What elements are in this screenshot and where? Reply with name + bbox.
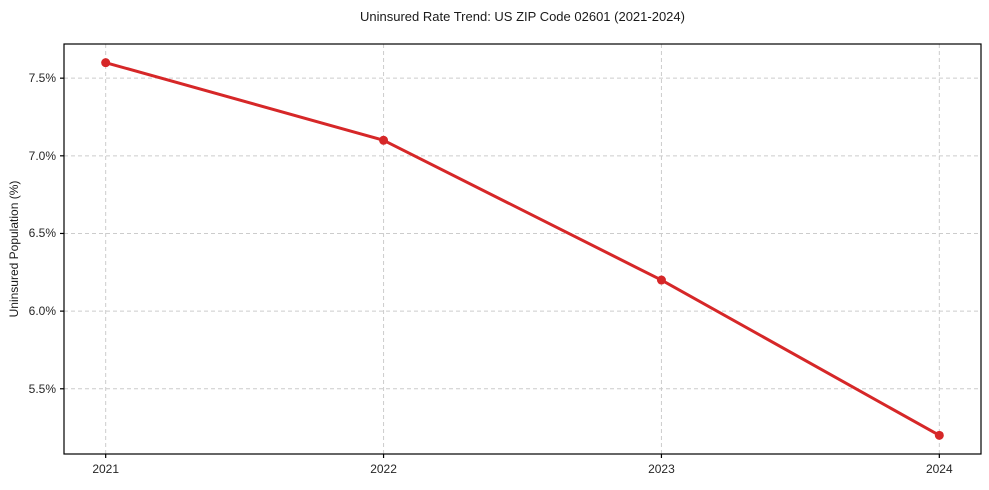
trend-line bbox=[104, 61, 941, 437]
data-point-marker bbox=[101, 58, 111, 68]
x-tick-label: 2021 bbox=[92, 462, 120, 476]
y-tick-label: 6.0% bbox=[28, 304, 56, 319]
x-tick-label: 2022 bbox=[370, 462, 397, 476]
y-tick-label: 7.5% bbox=[28, 71, 56, 86]
plot-frame bbox=[63, 43, 982, 455]
y-tick-label: 7.0% bbox=[28, 148, 56, 163]
chart-title: Uninsured Rate Trend: US ZIP Code 02601 … bbox=[360, 9, 685, 24]
data-point-marker bbox=[379, 135, 389, 145]
data-point-marker bbox=[656, 275, 666, 285]
x-tick-label: 2023 bbox=[648, 462, 675, 476]
data-point-marker bbox=[934, 430, 944, 440]
x-tick-label: 2024 bbox=[925, 462, 953, 476]
y-tick-label: 5.5% bbox=[28, 381, 56, 396]
y-tick-label: 6.5% bbox=[28, 226, 56, 241]
